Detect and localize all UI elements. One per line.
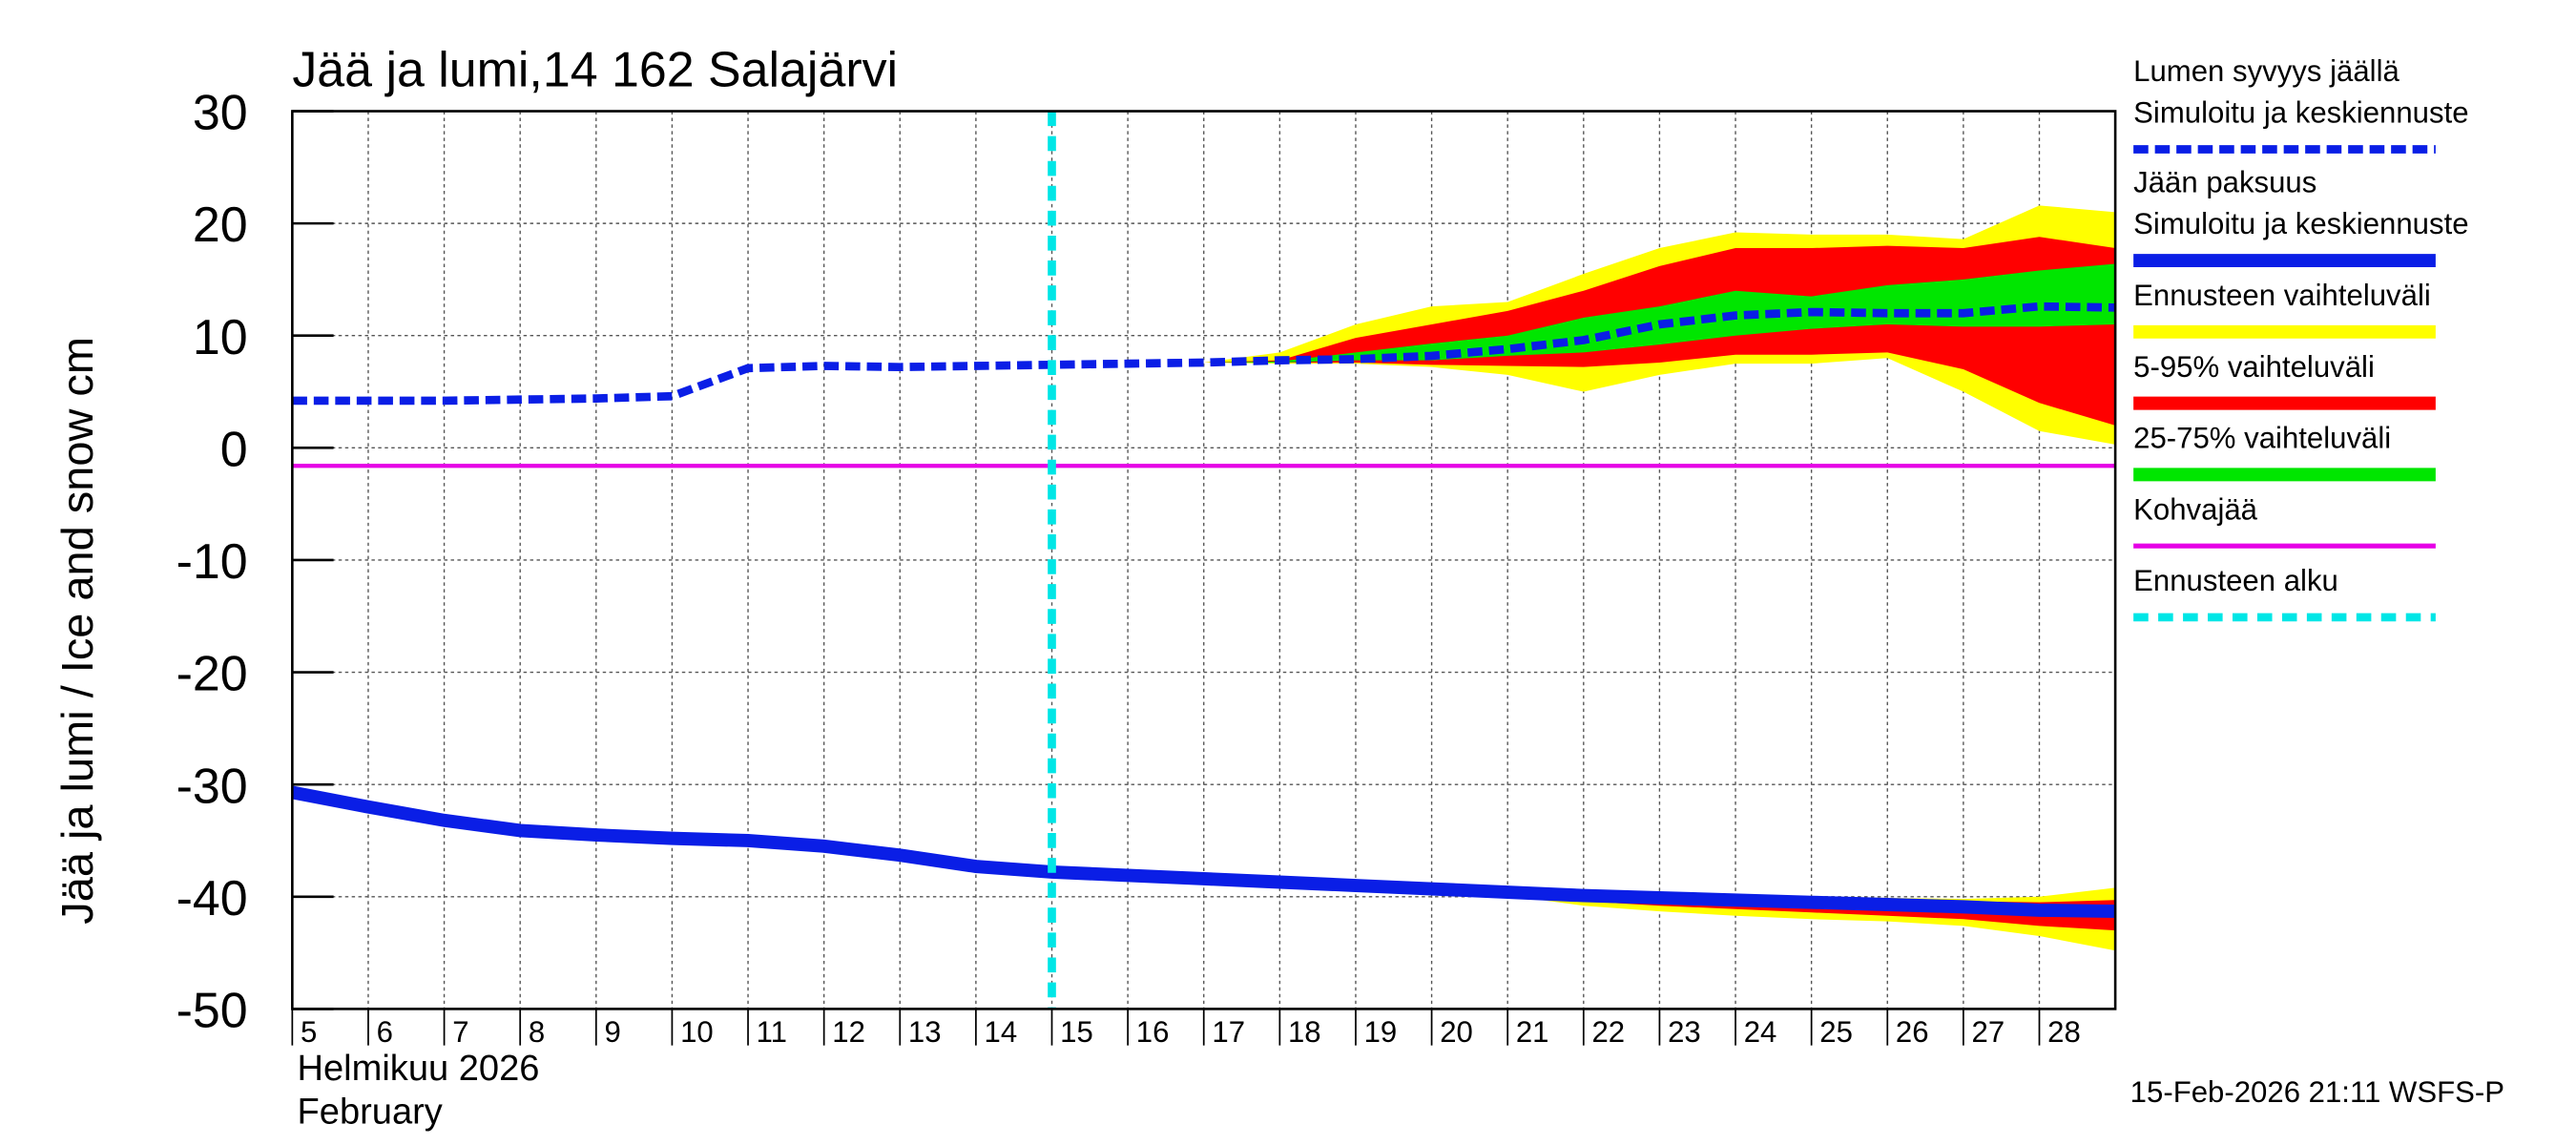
x-tick-label: 11 — [757, 1015, 787, 1049]
legend-label: Simuloitu ja keskiennuste — [2133, 207, 2468, 240]
legend-label: Simuloitu ja keskiennuste — [2133, 96, 2468, 130]
x-tick-label: 14 — [985, 1015, 1018, 1049]
x-tick-label: 22 — [1591, 1015, 1625, 1049]
y-axis-label: Jää ja lumi / Ice and snow cm — [52, 337, 102, 925]
x-tick-label: 26 — [1896, 1015, 1929, 1049]
y-tick-label: -10 — [177, 534, 248, 590]
plot-frame — [291, 110, 2117, 1010]
series-line — [291, 785, 2116, 919]
x-tick-label: 15 — [1060, 1015, 1093, 1049]
y-tick-label: -50 — [177, 983, 248, 1038]
legend-label: Lumen syvyys jäällä — [2133, 54, 2399, 88]
chart-title: Jää ja lumi,14 162 Salajärvi — [292, 42, 898, 97]
legend-label: 25-75% vaihteluväli — [2133, 421, 2391, 454]
x-tick-label: 8 — [529, 1015, 545, 1049]
y-tick-label: -30 — [177, 759, 248, 814]
x-tick-label: 18 — [1288, 1015, 1321, 1049]
x-tick-label: 17 — [1212, 1015, 1245, 1049]
x-tick-label: 9 — [604, 1015, 620, 1049]
x-tick-label: 19 — [1364, 1015, 1398, 1049]
legend-label: Jään paksuus — [2133, 166, 2316, 199]
x-tick-label: 20 — [1440, 1015, 1473, 1049]
x-tick-label: 23 — [1668, 1015, 1701, 1049]
x-tick-label: 10 — [680, 1015, 714, 1049]
x-tick-label: 27 — [1972, 1015, 2005, 1049]
band — [1203, 263, 2116, 363]
x-tick-label: 5 — [301, 1015, 317, 1049]
x-tick-label: 25 — [1819, 1015, 1853, 1049]
y-tick-label: -20 — [177, 647, 248, 702]
series-line — [292, 302, 2116, 406]
x-tick-label: 7 — [452, 1015, 468, 1049]
x-tick-label: 21 — [1516, 1015, 1549, 1049]
legend-label: Kohvajää — [2133, 492, 2258, 526]
x-tick-label: 16 — [1136, 1015, 1170, 1049]
legend-label: 5-95% vaihteluväli — [2133, 350, 2375, 384]
x-tick-label: 6 — [377, 1015, 393, 1049]
y-tick-label: 30 — [193, 86, 248, 141]
x-tick-label: 12 — [832, 1015, 865, 1049]
y-tick-label: -40 — [177, 871, 248, 926]
y-tick-label: 20 — [193, 198, 248, 253]
x-axis-label: February — [298, 1091, 443, 1132]
legend-label: Ennusteen alku — [2133, 564, 2338, 597]
y-tick-label: 0 — [220, 422, 248, 477]
footer: 15-Feb-2026 21:11 WSFS-P — [2130, 1075, 2504, 1109]
x-tick-label: 24 — [1744, 1015, 1777, 1049]
y-tick-label: 10 — [193, 310, 248, 365]
x-axis-label: Helmikuu 2026 — [298, 1048, 540, 1089]
x-tick-label: 28 — [2047, 1015, 2081, 1049]
legend-label: Ennusteen vaihteluväli — [2133, 279, 2431, 312]
x-tick-label: 13 — [908, 1015, 942, 1049]
